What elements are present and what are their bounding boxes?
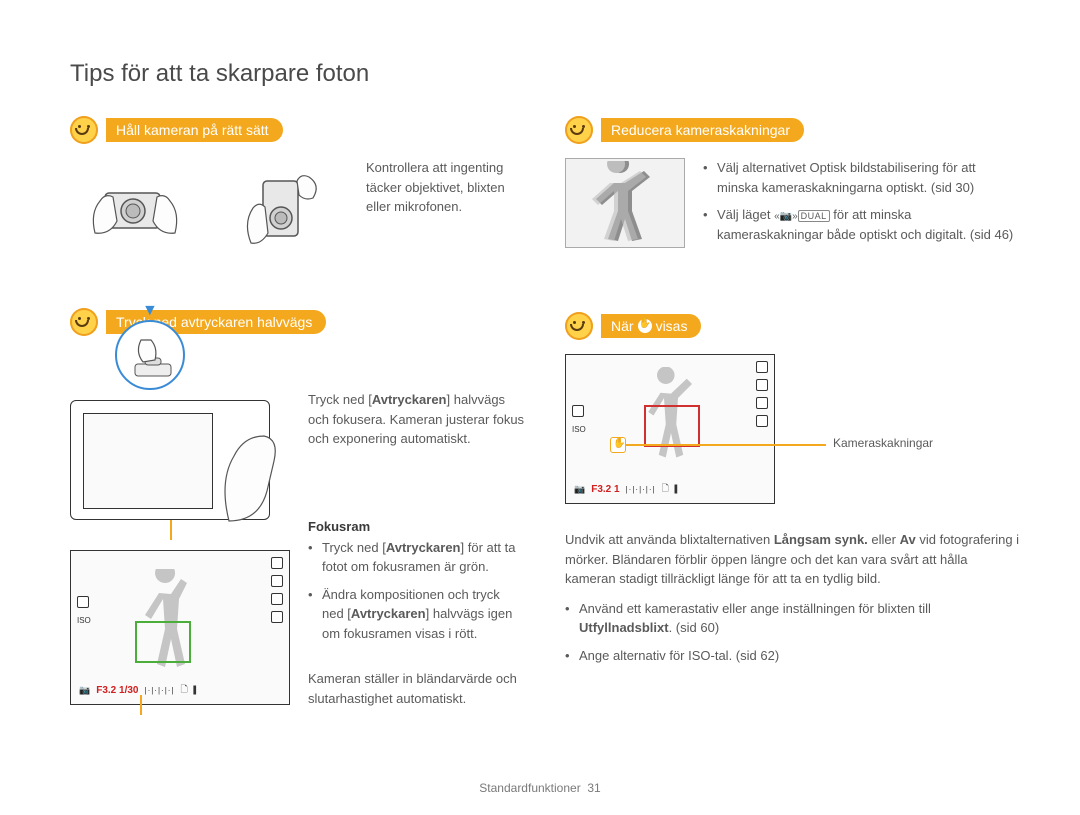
txt: visas	[656, 318, 688, 334]
half-press-intro: Tryck ned [Avtryckaren] halvvägs och fok…	[308, 390, 525, 449]
txt-bold: Avtryckaren	[372, 392, 447, 407]
txt-bold: Utfyllnadsblixt	[579, 620, 669, 635]
press-down-arrow-icon: ▼	[142, 302, 158, 320]
fokusram-bullet-1: Tryck ned [Avtryckaren] för att ta fotot…	[308, 538, 525, 577]
hold-camera-row: Kontrollera att ingenting täcker objekti…	[70, 158, 525, 258]
heading-when-shake-shown: När visas	[601, 314, 701, 338]
dual-mode-icon: DUAL	[798, 210, 830, 222]
page-footer: Standardfunktioner 31	[0, 781, 1080, 795]
section-when-shake-shown: När visas	[565, 312, 1020, 340]
heading-hold-camera: Håll kameran på rätt sätt	[106, 118, 283, 142]
reduce-shake-b1: Välj alternativet Optisk bildstabiliseri…	[703, 158, 1020, 197]
half-press-row: ▼	[70, 350, 525, 708]
txt: Välj läget	[717, 207, 774, 222]
callout-line-caption	[140, 695, 142, 715]
screen-status-right	[756, 361, 768, 427]
hold-camera-illus-2	[218, 158, 348, 258]
reduce-shake-bullets: Välj alternativet Optisk bildstabiliseri…	[703, 158, 1020, 252]
section-reduce-shake: Reducera kameraskakningar	[565, 116, 1020, 144]
smiley-icon	[70, 308, 98, 336]
reduce-shake-b2: Välj läget «📷»DUAL för att minska kamera…	[703, 205, 1020, 244]
focus-frame-green	[135, 621, 191, 663]
callout-label-shake: Kameraskakningar	[833, 436, 933, 450]
camera-back-illus	[70, 400, 270, 520]
txt-bold: Långsam synk.	[774, 532, 868, 547]
shutter-press-circle	[115, 320, 185, 390]
reduce-shake-row: Välj alternativet Optisk bildstabiliseri…	[565, 158, 1020, 252]
screen-status-left: ISO	[77, 596, 91, 625]
fokusram-heading: Fokusram	[308, 519, 525, 534]
page-title: Tips för att ta skarpare foton	[70, 60, 1020, 88]
focus-frame-red	[644, 405, 700, 447]
txt: Tryck ned [	[322, 540, 386, 555]
page-columns: Håll kameran på rätt sätt	[70, 116, 1020, 728]
focus-screen-wrapper: ISO 📷 F3.2 1/30 |·|·|·|·| 🗋 ▮	[70, 540, 290, 705]
camera-screen-shake: ISO 📷 F3.2 1 |·|·|·|·| 🗋 ▮	[565, 354, 775, 504]
right-column: Reducera kameraskakningar Välj alternati…	[565, 116, 1020, 728]
blur-silhouette-illus	[565, 158, 685, 248]
shake-bullets: Använd ett kamerastativ eller ange instä…	[565, 599, 1020, 666]
half-press-text-col: Tryck ned [Avtryckaren] halvvägs och fok…	[308, 350, 525, 708]
hand-shake-icon	[638, 319, 652, 333]
screen-status-bottom: 📷 F3.2 1 |·|·|·|·| 🗋 ▮	[574, 481, 680, 497]
txt: Undvik att använda blixtalternativen	[565, 532, 774, 547]
heading-reduce-shake: Reducera kameraskakningar	[601, 118, 804, 142]
smiley-icon	[565, 312, 593, 340]
txt-bold: Avtryckaren	[386, 540, 461, 555]
footer-section: Standardfunktioner	[479, 781, 580, 795]
smiley-icon	[565, 116, 593, 144]
txt-bold: Av	[900, 532, 916, 547]
aperture-shutter-value: F3.2 1/30	[96, 685, 138, 696]
left-column: Håll kameran på rätt sätt	[70, 116, 525, 728]
camera-screen-focus: ISO 📷 F3.2 1/30 |·|·|·|·| 🗋 ▮	[70, 550, 290, 705]
auto-exposure-caption: Kameran ställer in bländarvärde och slut…	[308, 669, 525, 708]
txt: Använd ett kamerastativ eller ange instä…	[579, 601, 931, 616]
smiley-icon	[70, 116, 98, 144]
screen-status-right	[271, 557, 283, 623]
aperture-value: F3.2 1	[591, 484, 619, 495]
shake-paragraph: Undvik att använda blixtalternativen Lån…	[565, 530, 1020, 589]
txt: Tryck ned [	[308, 392, 372, 407]
callout-line-shake	[626, 444, 826, 446]
txt: eller	[868, 532, 900, 547]
txt: När	[611, 318, 634, 334]
footer-page-number: 31	[587, 781, 600, 795]
txt: . (sid 60)	[669, 620, 720, 635]
callout-line-fokusram	[170, 520, 172, 540]
fokusram-bullet-2: Ändra kompositionen och tryck ned [Avtry…	[308, 585, 525, 644]
hold-camera-text: Kontrollera att ingenting täcker objekti…	[366, 158, 516, 217]
half-press-illus-stack: ▼	[70, 350, 290, 705]
txt-bold: Avtryckaren	[351, 606, 426, 621]
screen-status-left: ISO	[572, 405, 586, 434]
fokusram-bullets: Tryck ned [Avtryckaren] för att ta fotot…	[308, 538, 525, 644]
shake-bullet-1: Använd ett kamerastativ eller ange instä…	[565, 599, 1020, 638]
shake-screen-wrapper: ISO 📷 F3.2 1 |·|·|·|·| 🗋 ▮ Kameraskaknin…	[565, 354, 1020, 504]
hold-camera-illus-1	[70, 158, 200, 258]
shake-indicator-icon	[610, 437, 626, 453]
shake-bullet-2: Ange alternativ för ISO-tal. (sid 62)	[565, 646, 1020, 666]
section-hold-camera: Håll kameran på rätt sätt	[70, 116, 525, 144]
